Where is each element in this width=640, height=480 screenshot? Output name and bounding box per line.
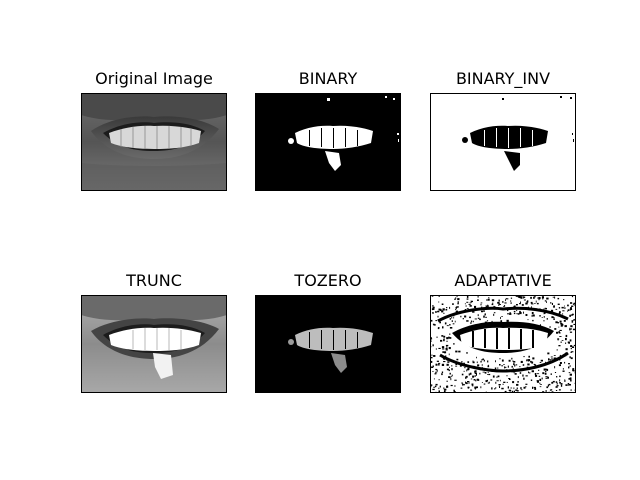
- panel-binary-inv: BINARY_INV: [430, 70, 576, 191]
- adaptative-image: [430, 295, 576, 393]
- tozero-image: [255, 295, 401, 393]
- trunc-image: [81, 295, 227, 393]
- panel-original-image: Original Image: [81, 70, 227, 191]
- panel-binary: BINARY: [255, 70, 401, 191]
- panel-title: ADAPTATIVE: [454, 271, 552, 290]
- panel-title: TOZERO: [294, 271, 362, 290]
- panel-title: BINARY: [298, 69, 358, 88]
- panel-title: BINARY_INV: [455, 69, 551, 88]
- binary-image: [255, 93, 401, 191]
- panel-adaptative: ADAPTATIVE: [430, 272, 576, 393]
- panel-tozero: TOZERO: [255, 272, 401, 393]
- original-image: [81, 93, 227, 191]
- binary-inv-image: [430, 93, 576, 191]
- panel-trunc: TRUNC: [81, 272, 227, 393]
- panel-title: TRUNC: [126, 271, 182, 290]
- panel-title: Original Image: [95, 69, 213, 88]
